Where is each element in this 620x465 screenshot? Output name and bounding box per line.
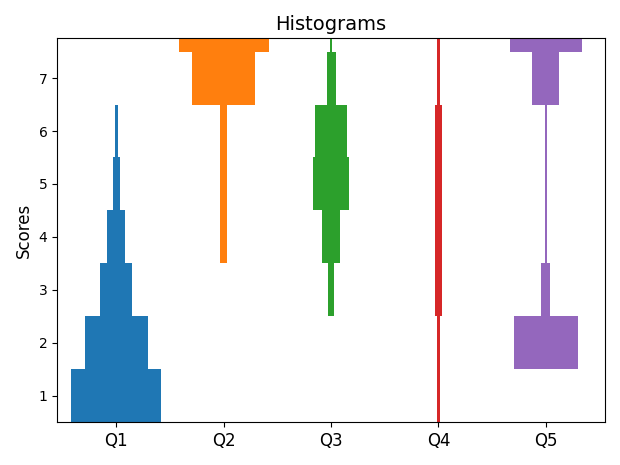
Bar	[327, 52, 335, 105]
Bar	[545, 158, 547, 211]
Bar	[515, 316, 577, 369]
Title: Histograms: Histograms	[275, 15, 387, 34]
Bar	[220, 158, 227, 211]
Bar	[107, 211, 125, 263]
Bar	[179, 0, 269, 52]
Bar	[113, 158, 120, 211]
Y-axis label: Scores: Scores	[15, 203, 33, 258]
Bar	[435, 158, 442, 211]
Bar	[71, 369, 161, 422]
Bar	[435, 105, 442, 158]
Bar	[85, 316, 148, 369]
Bar	[436, 316, 440, 369]
Bar	[220, 105, 227, 158]
Bar	[435, 211, 442, 263]
Bar	[545, 105, 547, 158]
Bar	[328, 263, 334, 316]
Bar	[435, 263, 442, 316]
Bar	[545, 211, 547, 263]
Bar	[436, 0, 440, 52]
Bar	[100, 263, 132, 316]
Bar	[316, 105, 347, 158]
Bar	[330, 0, 332, 52]
Bar	[510, 0, 582, 52]
Bar	[541, 263, 551, 316]
Bar	[313, 158, 349, 211]
Bar	[322, 211, 340, 263]
Bar	[533, 52, 559, 105]
Bar	[436, 52, 440, 105]
Bar	[115, 105, 118, 158]
Bar	[436, 369, 440, 422]
Bar	[192, 52, 255, 105]
Bar	[220, 211, 227, 263]
